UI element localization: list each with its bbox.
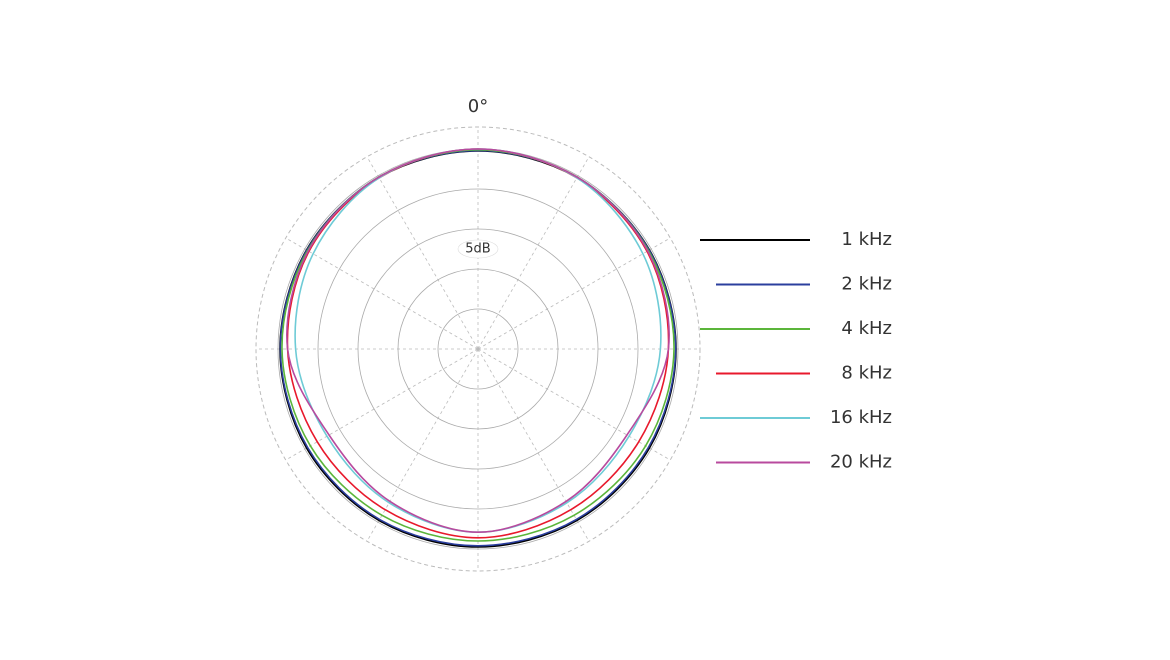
ring xyxy=(317,188,639,510)
legend-label: 1 kHz xyxy=(841,229,892,250)
theta-tick-label: 0° xyxy=(468,96,488,117)
spoke xyxy=(366,156,479,350)
ring xyxy=(437,308,519,390)
polar-curve xyxy=(279,149,677,547)
ring xyxy=(397,268,559,430)
spoke xyxy=(366,348,479,542)
scale-label: 5dB xyxy=(465,242,490,257)
legend-label: 16 kHz xyxy=(830,407,892,428)
outer-boundary xyxy=(255,126,701,572)
ring xyxy=(357,228,599,470)
polar-curve xyxy=(286,148,670,534)
legend-label: 2 kHz xyxy=(841,274,892,295)
spoke xyxy=(477,348,671,461)
legend-label: 4 kHz xyxy=(841,318,892,339)
legend-label: 20 kHz xyxy=(830,452,892,473)
legend-label: 8 kHz xyxy=(841,363,892,384)
spoke xyxy=(285,237,479,350)
spoke xyxy=(285,348,479,461)
scale-label-bg xyxy=(457,239,499,259)
spoke xyxy=(477,156,590,350)
spoke xyxy=(477,237,671,350)
spoke xyxy=(477,348,590,542)
